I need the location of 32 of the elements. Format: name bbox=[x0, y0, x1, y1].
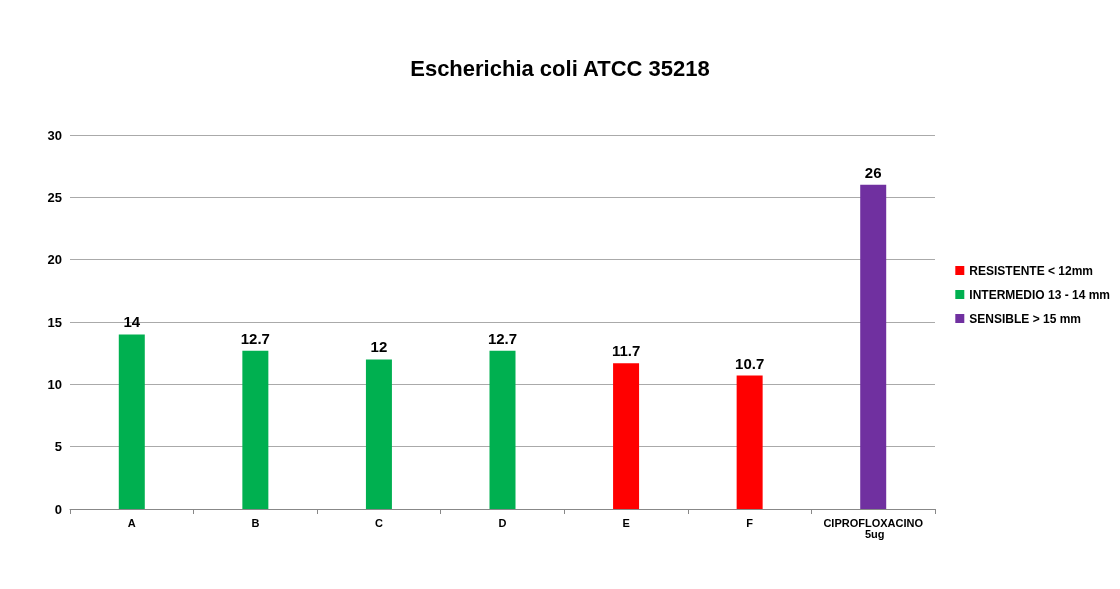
data-label: 12.7 bbox=[487, 329, 518, 347]
data-label: 14 bbox=[123, 313, 141, 331]
bar bbox=[365, 359, 392, 509]
bar bbox=[736, 375, 763, 509]
legend-label: SENSIBLE > 15 mm bbox=[969, 311, 1082, 326]
x-tick-label: D bbox=[498, 516, 507, 529]
bar bbox=[860, 184, 887, 509]
y-tick-label: 25 bbox=[47, 189, 62, 205]
y-tick-label: 10 bbox=[47, 376, 62, 392]
x-tick-label: B bbox=[251, 516, 260, 529]
bar bbox=[242, 350, 269, 509]
legend-label: INTERMEDIO 13 - 14 mm bbox=[969, 287, 1110, 302]
y-tick-label: 30 bbox=[47, 127, 62, 143]
x-tick-label: E bbox=[622, 516, 630, 529]
bar bbox=[489, 350, 516, 509]
x-tick-label: CIPROFLOXACINO 5ug bbox=[823, 516, 924, 540]
x-tick-label: F bbox=[746, 516, 754, 529]
x-tick-label: C bbox=[374, 516, 383, 529]
y-tick-label: 15 bbox=[47, 314, 62, 330]
legend-label: RESISTENTE < 12mm bbox=[969, 263, 1094, 278]
y-tick-label: 0 bbox=[54, 501, 62, 517]
data-label: 12 bbox=[370, 338, 388, 356]
data-label: 12.7 bbox=[240, 329, 270, 347]
chart-title: Escherichia coli ATCC 35218 bbox=[410, 55, 710, 81]
y-tick-label: 20 bbox=[47, 252, 62, 268]
x-tick-label: A bbox=[127, 516, 136, 529]
data-label: 26 bbox=[864, 163, 882, 181]
data-label: 10.7 bbox=[735, 354, 765, 372]
bar bbox=[613, 363, 640, 509]
data-label: 11.7 bbox=[611, 342, 641, 360]
y-tick-label: 5 bbox=[54, 439, 62, 455]
bar bbox=[118, 334, 145, 509]
